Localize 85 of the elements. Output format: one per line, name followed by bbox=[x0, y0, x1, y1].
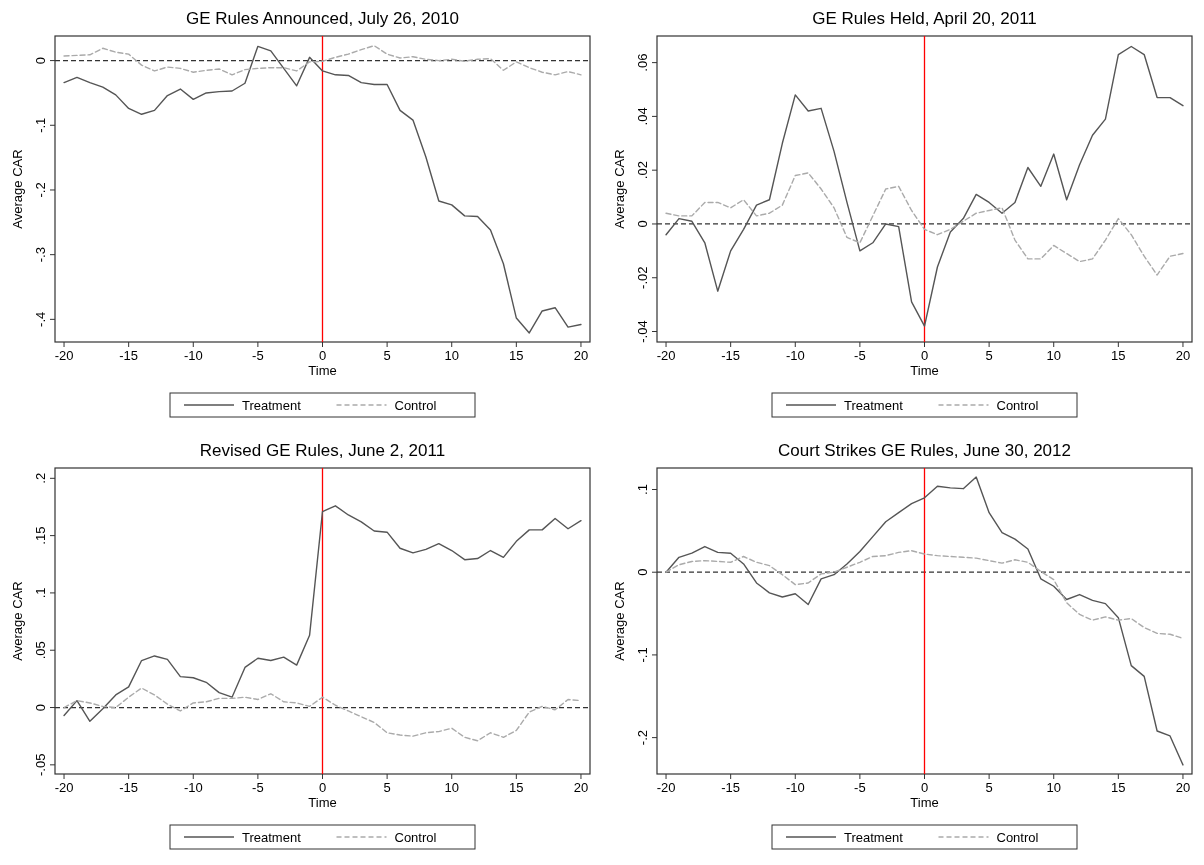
x-tick-label: -5 bbox=[854, 780, 866, 795]
x-axis-title: Time bbox=[910, 363, 939, 378]
legend-label: Treatment bbox=[242, 398, 302, 413]
x-tick-label: 10 bbox=[1046, 348, 1061, 363]
legend-label: Control bbox=[394, 830, 437, 845]
y-tick-label: .15 bbox=[33, 526, 48, 545]
chart-title: GE Rules Held, April 20, 2011 bbox=[812, 9, 1037, 28]
x-tick-label: 5 bbox=[985, 780, 993, 795]
x-tick-label: 15 bbox=[1111, 780, 1126, 795]
legend-label: Control bbox=[996, 830, 1039, 845]
line-series bbox=[665, 550, 1184, 640]
x-tick-label: -20 bbox=[54, 348, 74, 363]
y-tick-label: -.2 bbox=[33, 182, 48, 198]
legend-label: Treatment bbox=[844, 830, 904, 845]
x-tick-label: 20 bbox=[1175, 780, 1191, 795]
x-tick-label: 0 bbox=[920, 780, 929, 795]
y-axis-title: Average CAR bbox=[612, 581, 627, 661]
y-tick-label: 0 bbox=[33, 703, 48, 712]
x-tick-label: 20 bbox=[573, 780, 589, 795]
x-tick-label: 20 bbox=[573, 348, 589, 363]
legend-label: Treatment bbox=[844, 398, 904, 413]
x-tick-label: -20 bbox=[656, 780, 676, 795]
x-tick-label: -5 bbox=[252, 348, 264, 363]
x-axis-title: Time bbox=[910, 795, 939, 810]
chart-title: Court Strikes GE Rules, June 30, 2012 bbox=[778, 441, 1071, 460]
y-axis-title: Average CAR bbox=[10, 581, 25, 661]
x-tick-label: 15 bbox=[509, 348, 524, 363]
line-series bbox=[665, 45, 1184, 327]
y-axis-title: Average CAR bbox=[10, 149, 25, 229]
y-tick-label: 0 bbox=[33, 56, 48, 65]
x-tick-label: 10 bbox=[444, 780, 459, 795]
y-tick-label: -.04 bbox=[635, 320, 650, 343]
y-tick-label: -.02 bbox=[635, 266, 650, 289]
x-tick-label: -5 bbox=[252, 780, 264, 795]
x-tick-label: 10 bbox=[444, 348, 459, 363]
legend-label: Control bbox=[394, 398, 437, 413]
x-tick-label: -15 bbox=[721, 780, 741, 795]
x-tick-label: -10 bbox=[785, 348, 805, 363]
x-tick-label: 5 bbox=[383, 780, 391, 795]
chart-title: Revised GE Rules, June 2, 2011 bbox=[199, 441, 446, 460]
x-tick-label: 5 bbox=[985, 348, 993, 363]
x-tick-label: -15 bbox=[119, 348, 139, 363]
x-tick-label: -5 bbox=[854, 348, 866, 363]
line-series bbox=[63, 687, 582, 742]
chart-title: GE Rules Announced, July 26, 2010 bbox=[185, 9, 460, 28]
y-axis-title: Average CAR bbox=[612, 149, 627, 229]
x-tick-label: 0 bbox=[318, 780, 327, 795]
x-tick-label: -10 bbox=[785, 780, 805, 795]
x-axis-title: Time bbox=[308, 363, 337, 378]
y-tick-label: 0 bbox=[635, 568, 650, 576]
y-tick-label: -.3 bbox=[33, 247, 48, 263]
y-tick-label: .04 bbox=[635, 107, 650, 126]
x-axis-title: Time bbox=[308, 795, 337, 810]
x-tick-label: -15 bbox=[119, 780, 139, 795]
x-tick-label: -10 bbox=[183, 780, 203, 795]
y-tick-label: .1 bbox=[33, 587, 48, 599]
x-tick-label: -10 bbox=[183, 348, 203, 363]
x-tick-label: 15 bbox=[1111, 348, 1126, 363]
x-tick-label: 10 bbox=[1046, 780, 1061, 795]
x-tick-label: 0 bbox=[318, 348, 327, 363]
y-tick-label: -.05 bbox=[33, 753, 48, 777]
x-tick-label: 20 bbox=[1175, 348, 1191, 363]
line-series bbox=[665, 172, 1184, 276]
y-tick-label: -.1 bbox=[33, 117, 48, 133]
line-series bbox=[63, 45, 582, 76]
x-tick-label: -15 bbox=[721, 348, 741, 363]
x-tick-label: 0 bbox=[920, 348, 929, 363]
y-tick-label: -.2 bbox=[635, 730, 650, 746]
y-tick-label: .05 bbox=[33, 641, 48, 660]
legend-label: Control bbox=[996, 398, 1039, 413]
y-tick-label: .1 bbox=[635, 484, 650, 495]
y-tick-label: .06 bbox=[635, 53, 650, 72]
x-tick-label: 15 bbox=[509, 780, 524, 795]
x-tick-label: 5 bbox=[383, 348, 391, 363]
y-tick-label: -.4 bbox=[33, 311, 48, 327]
x-tick-label: -20 bbox=[656, 348, 676, 363]
y-tick-label: 0 bbox=[635, 220, 650, 228]
x-tick-label: -20 bbox=[54, 780, 74, 795]
line-series bbox=[665, 476, 1184, 766]
y-tick-label: -.1 bbox=[635, 647, 650, 663]
legend-label: Treatment bbox=[242, 830, 302, 845]
y-tick-label: .2 bbox=[33, 472, 48, 484]
y-tick-label: .02 bbox=[635, 161, 650, 180]
line-series bbox=[63, 45, 582, 334]
line-series bbox=[63, 505, 582, 722]
